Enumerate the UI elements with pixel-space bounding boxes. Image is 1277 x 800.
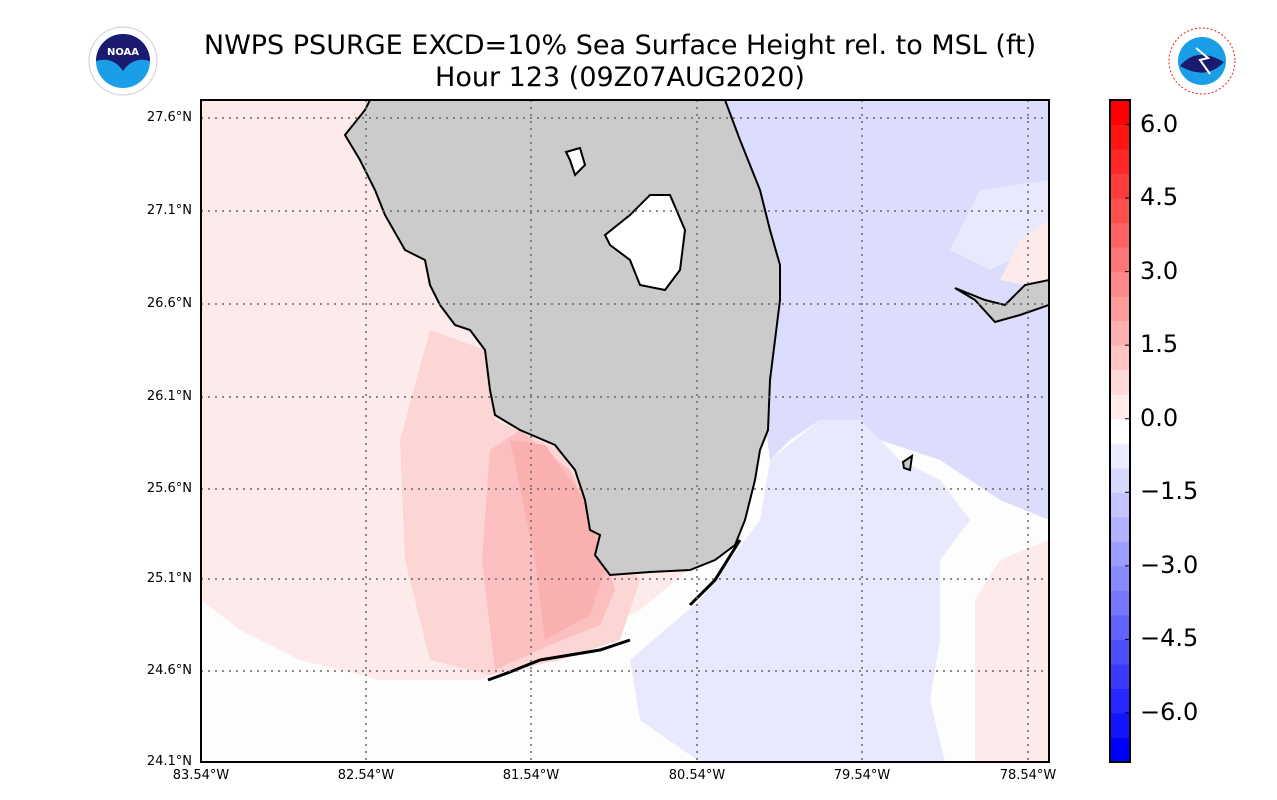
lat-label: 24.1°N <box>146 754 192 769</box>
colorbar-frame <box>1109 99 1131 763</box>
lat-label: 25.6°N <box>146 481 192 496</box>
colorbar-band <box>1110 222 1130 248</box>
colorbar-band <box>1110 369 1130 395</box>
svg-text:NOAA: NOAA <box>107 47 139 58</box>
colorbar <box>1110 100 1130 763</box>
colorbar-band <box>1110 320 1130 346</box>
shade-positive-east <box>975 540 1049 762</box>
lat-label: 25.1°N <box>146 571 192 586</box>
colorbar-tick-label: 3.0 <box>1140 256 1179 285</box>
colorbar-band <box>1110 516 1130 542</box>
colorbar-tick-label: −3.0 <box>1140 550 1199 579</box>
colorbar-band <box>1110 590 1130 616</box>
colorbar-band <box>1110 271 1130 297</box>
lon-label: 78.54°W <box>999 768 1057 783</box>
colorbar-band <box>1110 639 1130 665</box>
lat-label: 27.1°N <box>146 203 192 218</box>
colorbar-tick-label: 0.0 <box>1140 403 1179 432</box>
lon-label: 80.54°W <box>668 768 726 783</box>
colorbar-tick-label: 4.5 <box>1140 183 1179 212</box>
colorbar-band <box>1110 688 1130 714</box>
colorbar-band <box>1110 737 1130 763</box>
colorbar-band <box>1110 418 1130 444</box>
map-frame <box>200 99 1050 763</box>
colorbar-band <box>1110 614 1130 640</box>
colorbar-tick-label: 6.0 <box>1140 109 1179 138</box>
colorbar-band <box>1110 663 1130 689</box>
shade-positive-ne <box>1000 220 1049 290</box>
colorbar-band <box>1110 492 1130 518</box>
bahamas-land <box>954 278 1049 324</box>
shade-negative-light <box>630 420 970 762</box>
colorbar-tick-label: 1.5 <box>1140 330 1179 359</box>
colorbar-band <box>1110 124 1130 150</box>
lon-label: 83.54°W <box>172 768 230 783</box>
colorbar-band <box>1110 173 1130 199</box>
florida-keys <box>487 539 742 682</box>
colorbar-band <box>1110 394 1130 420</box>
colorbar-band <box>1110 712 1130 738</box>
colorbar-band <box>1110 149 1130 175</box>
lat-label: 24.6°N <box>146 663 192 678</box>
bahamas-island <box>901 453 914 472</box>
lat-label: 26.6°N <box>146 296 192 311</box>
shade-negative-east <box>725 100 1049 520</box>
nws-logo <box>1168 27 1236 95</box>
grid-lines <box>201 100 1049 762</box>
chart-title: NWPS PSURGE EXCD=10% Sea Surface Height … <box>203 30 1037 61</box>
colorbar-band <box>1110 443 1130 469</box>
lake-small <box>564 146 587 177</box>
colorbar-band <box>1110 296 1130 322</box>
colorbar-band <box>1110 345 1130 371</box>
colorbar-tick-label: −6.0 <box>1140 697 1199 726</box>
shade-positive-strongest <box>510 440 605 640</box>
lon-label: 82.54°W <box>337 768 395 783</box>
lat-label: 27.6°N <box>146 110 192 125</box>
colorbar-band <box>1110 541 1130 567</box>
lat-label: 26.1°N <box>146 389 192 404</box>
colorbar-band <box>1110 198 1130 224</box>
chart-subtitle: Hour 123 (09Z07AUG2020) <box>435 62 805 93</box>
colorbar-tick-label: −1.5 <box>1140 477 1199 506</box>
colorbar-tick-label: −4.5 <box>1140 624 1199 653</box>
lake-okeechobee <box>603 194 687 292</box>
noaa-logo: NOAA <box>88 26 158 96</box>
lon-label: 81.54°W <box>502 768 560 783</box>
lon-label: 79.54°W <box>833 768 891 783</box>
colorbar-band <box>1110 467 1130 493</box>
colorbar-band <box>1110 100 1130 126</box>
colorbar-band <box>1110 247 1130 273</box>
colorbar-band <box>1110 565 1130 591</box>
